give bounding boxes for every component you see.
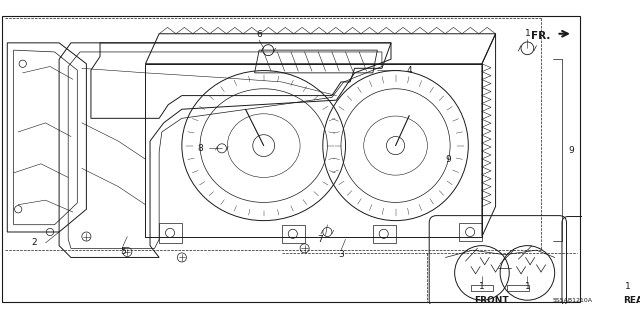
Text: 5: 5	[120, 248, 125, 256]
Text: 8: 8	[197, 144, 203, 153]
Text: FR.: FR.	[531, 32, 550, 41]
Text: 1: 1	[525, 29, 531, 38]
Text: 1: 1	[525, 282, 531, 291]
Text: 9: 9	[445, 155, 451, 164]
Text: FRONT: FRONT	[474, 296, 508, 305]
Text: REAR: REAR	[623, 296, 640, 305]
Text: 6: 6	[256, 30, 262, 39]
Text: 1: 1	[625, 282, 630, 291]
Bar	[582, 235, 640, 294]
Text: 2: 2	[32, 238, 37, 248]
Text: 1: 1	[479, 282, 485, 291]
Text: 7: 7	[317, 235, 323, 244]
Text: 3: 3	[338, 250, 344, 259]
Text: 4: 4	[406, 66, 412, 75]
Text: 9: 9	[568, 146, 574, 155]
Text: 5S5AB1210A: 5S5AB1210A	[553, 298, 593, 303]
